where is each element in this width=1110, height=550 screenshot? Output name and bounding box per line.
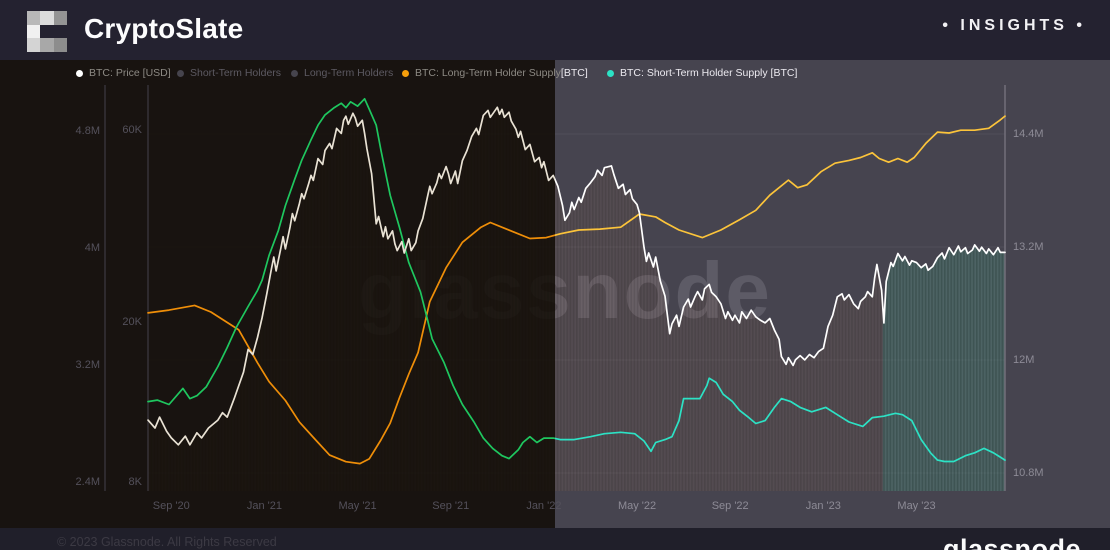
legend-dot-icon: [607, 69, 614, 77]
xtick: May '21: [338, 500, 377, 512]
header-bar: CryptoSlate • INSIGHTS •: [0, 0, 1110, 60]
ytick-lth: 10.8M: [1013, 467, 1044, 479]
xtick: Jan '21: [246, 500, 282, 512]
ytick-sth: 4.8M: [75, 125, 100, 137]
ytick-price: 8K: [128, 475, 142, 488]
legend-item-3[interactable]: Long-Term Holders: [291, 66, 393, 80]
legend-label: BTC: Short-Term Holder Supply [BTC]: [620, 67, 798, 79]
xtick: Jan '23: [805, 500, 841, 512]
legend-label: BTC: Price [USD]: [89, 67, 171, 79]
series-line-price: [147, 106, 1006, 446]
legend-dot-icon: [402, 69, 409, 77]
ytick-sth: 2.4M: [75, 476, 100, 488]
footer-bar: © 2023 Glassnode. All Rights Reserved gl…: [0, 528, 1110, 550]
legend-item-2[interactable]: Short-Term Holders: [177, 66, 281, 80]
legend-label: Short-Term Holders: [190, 67, 282, 79]
legend-dot-icon: [291, 69, 298, 77]
legend-item-4[interactable]: BTC: Long-Term Holder Supply [BTC]: [402, 66, 588, 80]
glassnode-logo: glassnode: [943, 534, 1082, 550]
ytick-lth: 13.2M: [1013, 240, 1044, 253]
xtick: Jan '22: [526, 500, 562, 512]
legend-item-1[interactable]: BTC: Price [USD]: [76, 66, 171, 80]
brand-title: CryptoSlate: [84, 13, 244, 44]
xtick: Sep '21: [432, 500, 470, 512]
legend-label: BTC: Long-Term Holder Supply: [415, 67, 561, 79]
ytick-lth: 12M: [1013, 353, 1035, 366]
chart-plot[interactable]: glassnode: [0, 60, 1110, 528]
series-line-lth: [147, 115, 1006, 465]
ytick-sth: 4M: [84, 242, 100, 254]
legend-label: Long-Term Holders: [304, 67, 394, 79]
ytick-price: 20K: [122, 316, 142, 328]
legend-label-tail: [BTC]: [560, 67, 588, 79]
series-line-sth: [147, 97, 1006, 463]
xtick: May '22: [617, 500, 657, 512]
xtick: Sep '20: [152, 500, 190, 512]
xtick: May '23: [897, 500, 936, 512]
cryptoslate-logo-icon: [27, 11, 67, 52]
copyright-text: © 2023 Glassnode. All Rights Reserved: [57, 535, 277, 549]
legend-item-5[interactable]: BTC: Short-Term Holder Supply [BTC]: [607, 66, 797, 80]
chart-canvas[interactable]: glassnode BTC: Price [USD] Short-Term Hol…: [0, 60, 1110, 528]
legend-dot-icon: [76, 69, 83, 77]
ytick-sth: 3.2M: [75, 359, 100, 371]
legend-dot-icon: [177, 69, 184, 77]
xtick: Sep '22: [711, 500, 749, 512]
ytick-price: 60K: [122, 124, 142, 137]
ytick-lth: 14.4M: [1013, 127, 1044, 140]
insights-badge: • INSIGHTS •: [942, 17, 1086, 34]
